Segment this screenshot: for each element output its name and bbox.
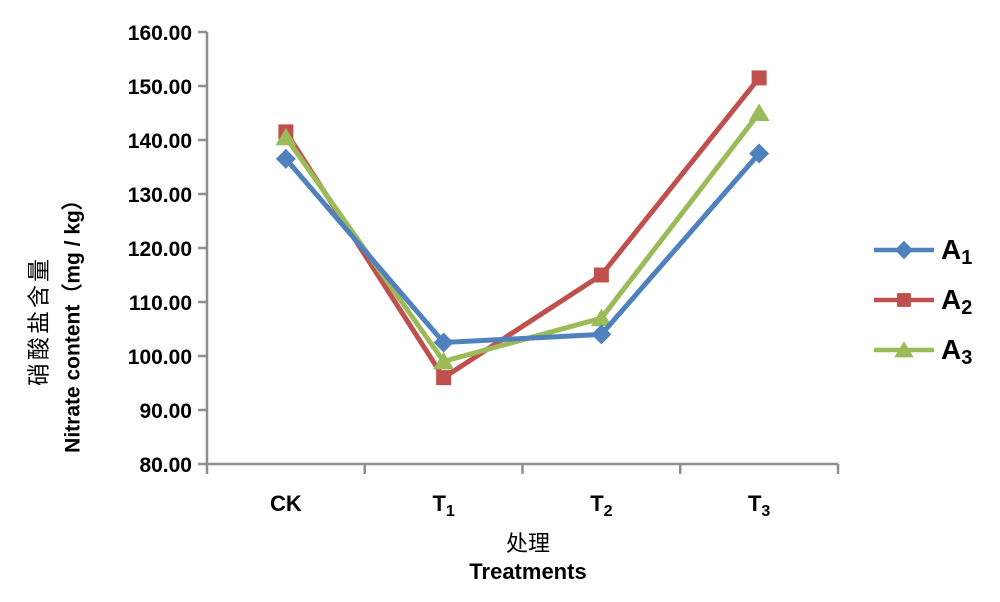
series-line-A2 [283, 76, 762, 382]
legend-label-a3: A3 [941, 333, 973, 369]
marker-A1-T2 [591, 324, 612, 345]
y-tick-label: 120.00 [128, 238, 192, 261]
legend-label-a2: A2 [941, 283, 973, 319]
legend-marker-a2 [874, 292, 934, 307]
series-A1 [275, 143, 770, 353]
marker-A2-T3 [751, 70, 767, 86]
y-tick-label: 150.00 [128, 76, 192, 99]
legend: A1 A2 A3 [872, 233, 973, 369]
y-tick-label: 80.00 [139, 454, 192, 477]
legend-shape-A2 [897, 292, 911, 307]
y-axis-title: 硝酸盐含量 Nitrate content（mg / kg） [22, 189, 91, 453]
y-tick-label: 140.00 [128, 130, 192, 153]
legend-item-a3: A3 [872, 333, 973, 369]
marker-A1-CK [275, 148, 296, 169]
x-category-label: T2 [590, 491, 612, 520]
marker-A3-CK [275, 127, 297, 146]
y-axis-title-en: Nitrate content（mg / kg） [61, 189, 85, 453]
marker-A2-T1 [436, 370, 452, 386]
x-category-label: T1 [432, 491, 454, 520]
legend-item-a2: A2 [872, 283, 973, 319]
marker-A3-T2 [590, 308, 612, 327]
marker-A1-T3 [749, 143, 770, 164]
legend-shape-A3 [894, 340, 914, 357]
series-line-A1 [283, 151, 762, 346]
legend-item-a1: A1 [872, 233, 973, 269]
marker-A2-T2 [593, 267, 609, 283]
x-axis-title-en: Treatments [469, 559, 587, 584]
y-tick-label: 130.00 [128, 184, 192, 207]
x-category-label: CK [270, 491, 302, 516]
legend-label-a1: A1 [941, 233, 973, 269]
x-axis-title-cn: 处理 [505, 531, 551, 556]
y-tick-label: 90.00 [139, 400, 192, 423]
y-tick-label: 100.00 [128, 346, 192, 369]
y-tick-label: 110.00 [129, 292, 192, 315]
legend-marker-a3 [874, 340, 934, 357]
y-axis-title-cn: 硝酸盐含量 [25, 256, 52, 387]
marker-A3-T1 [433, 351, 455, 370]
legend-shape-A1 [894, 240, 914, 259]
legend-marker-a1 [874, 240, 934, 259]
x-category-label: T3 [748, 491, 770, 520]
marker-A1-T1 [433, 332, 454, 353]
y-tick-label: 160.00 [128, 22, 192, 45]
x-axis-title: 处理 Treatments [469, 530, 586, 587]
marker-A3-T3 [748, 103, 770, 121]
